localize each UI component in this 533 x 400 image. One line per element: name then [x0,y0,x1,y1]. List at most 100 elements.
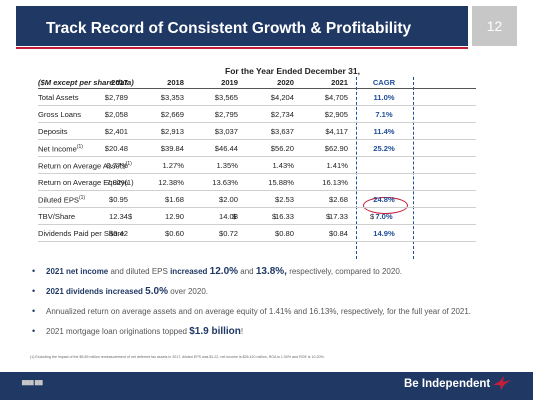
bullet-item: 2021 net income and diluted EPS increase… [30,266,500,277]
unit-label: ($M except per share data) [38,78,134,87]
currency-sign: $ [272,212,277,221]
table-cell: $0.80 [274,229,294,238]
table-cell: 13.63% [212,178,238,187]
header: Track Record of Consistent Growth & Prof… [0,0,533,60]
table-header-row: ($M except per share data) 2017 2018 201… [38,76,476,89]
bullet-text: ! [240,327,244,336]
currency-sign: $ [370,212,375,221]
cagr-cell: 25.2% [373,144,395,153]
table-cell: 17.33 [328,212,348,221]
table-row: Return on Average Assets(1) 0.77% 1.27% 1.3… [38,157,476,174]
bullet-text: respectively, compared to 2020. [286,267,402,276]
table-cell: $0.95 [108,195,128,204]
col-header: 2020 [277,78,294,87]
col-header: 2021 [331,78,348,87]
table-cell: $46.44 [214,144,238,153]
bullet-text: Annualized return on average assets and … [46,307,472,316]
row-label: Return on Average Equity(1) [38,178,134,187]
bullet-text: increased [170,267,208,276]
table-cell: $3,353 [160,93,184,102]
table-cell: 1.35% [216,161,238,170]
table-cell: $0.72 [218,229,238,238]
bullet-text: 12.0% [209,266,239,277]
table-cell: 12.90 [164,212,184,221]
table-row: TBV/Share 12.34 $12.90 $14.08 $16.33 $17.33 $7… [38,208,476,225]
table-cell: $2.00 [218,195,238,204]
table-row: Deposits $2,401 $2,913 $3,037 $3,637 $4,117 11… [38,123,476,140]
table-cell: 1.27% [162,161,184,170]
table-row: Return on Average Equity(1) 7.82% 12.38% 13… [38,174,476,191]
table-cell: 1.43% [272,161,294,170]
col-header: 2019 [221,78,238,87]
table-row: Diluted EPS(1) $0.95 $1.68 $2.00 $2.53 $2.68 2… [38,191,476,208]
row-label: Total Assets [38,93,79,102]
bullet-text: and diluted EPS [108,267,171,276]
cagr-cell: 11.4% [373,127,395,136]
footnote-marker: (1) [78,195,86,201]
table-cell: $4,705 [324,93,348,102]
row-label: Deposits [38,127,68,136]
table-row: Net Income(1) $20.48 $39.84 $46.44 $56.20 $62… [38,140,476,157]
brand-name: Be Independent [404,378,491,390]
table-cell: $56.20 [270,144,294,153]
table-cell: 16.13% [322,178,348,187]
partner-logo: ▇▇▇ ▇▇ [22,380,43,386]
table-cell: $1.68 [164,195,184,204]
col-header: 2017 [111,78,128,87]
table-cell: $2,905 [324,110,348,119]
table-cell: $2,058 [104,110,128,119]
row-label: Net Income(1) [38,144,83,154]
table-cell: 7.82% [106,178,128,187]
table-cell: $20.48 [104,144,128,153]
bullet-text: over 2020. [167,287,208,296]
row-label: Diluted EPS(1) [38,195,86,205]
table-cell: $2.68 [328,195,348,204]
table-cell: 0.77% [106,161,128,170]
highlights-list: 2021 net income and diluted EPS increase… [30,266,500,346]
currency-sign: $ [128,212,133,221]
row-label: Dividends Paid per Share [38,229,125,238]
bullet-item: 2021 dividends increased 5.0% over 2020. [30,286,500,297]
table-cell: $4,117 [325,127,348,136]
table-cell: $3,565 [214,93,238,102]
bullet-item: Annualized return on average assets and … [30,306,500,317]
table-cell: $2,734 [270,110,294,119]
currency-sign: $ [232,212,237,221]
cagr-cell: 7.1% [375,110,393,119]
bullet-text: 2021 net income [46,267,109,276]
row-label: TBV/Share [38,212,76,221]
table-cell: 14.08 [218,212,238,221]
table-cell: $3,037 [214,127,238,136]
bullet-text: 5.0% [145,286,168,297]
bullet-text: 2021 mortgage loan originations topped [46,327,190,336]
footnote-marker: (1) [76,144,83,150]
period-title: For the Year Ended December 31, [225,66,360,76]
table-cell: $2.53 [274,195,294,204]
table-cell: $2,401 [104,127,128,136]
slide-title: Track Record of Consistent Growth & Prof… [46,20,412,37]
table-cell: 12.38% [158,178,184,187]
table-cell: $2,669 [160,110,184,119]
cagr-cell: 7.0% [375,212,393,221]
bullet-text: $1.9 billion [189,326,241,337]
table-row: Gross Loans $2,058 $2,669 $2,795 $2,734 $2,90… [38,106,476,123]
table-row: Dividends Paid per Share $0.42 $0.60 $0.72 $… [38,225,476,242]
table-cell: 16.33 [274,212,294,221]
table-cell: $0.84 [328,229,348,238]
table-cell: $0.60 [164,229,184,238]
cagr-cell: 24.8% [373,195,395,204]
currency-sign: $ [326,212,331,221]
table-cell: $3,637 [270,127,294,136]
footnote-marker: (1) [125,161,132,167]
col-header: 2018 [167,78,184,87]
cagr-cell: 14.9% [373,229,395,238]
footnote: (1) Excluding the impact of the $5.89 mi… [30,355,325,359]
cagr-cell: 11.0% [373,93,395,102]
bullet-text: 13.8%, [255,266,287,277]
bullet-text: and [238,267,256,276]
title-underline [16,47,468,49]
col-header-cagr: CAGR [372,78,396,87]
row-label: Return on Average Assets(1) [38,161,132,171]
table-cell: 15.88% [268,178,294,187]
title-bar: Track Record of Consistent Growth & Prof… [16,6,468,46]
